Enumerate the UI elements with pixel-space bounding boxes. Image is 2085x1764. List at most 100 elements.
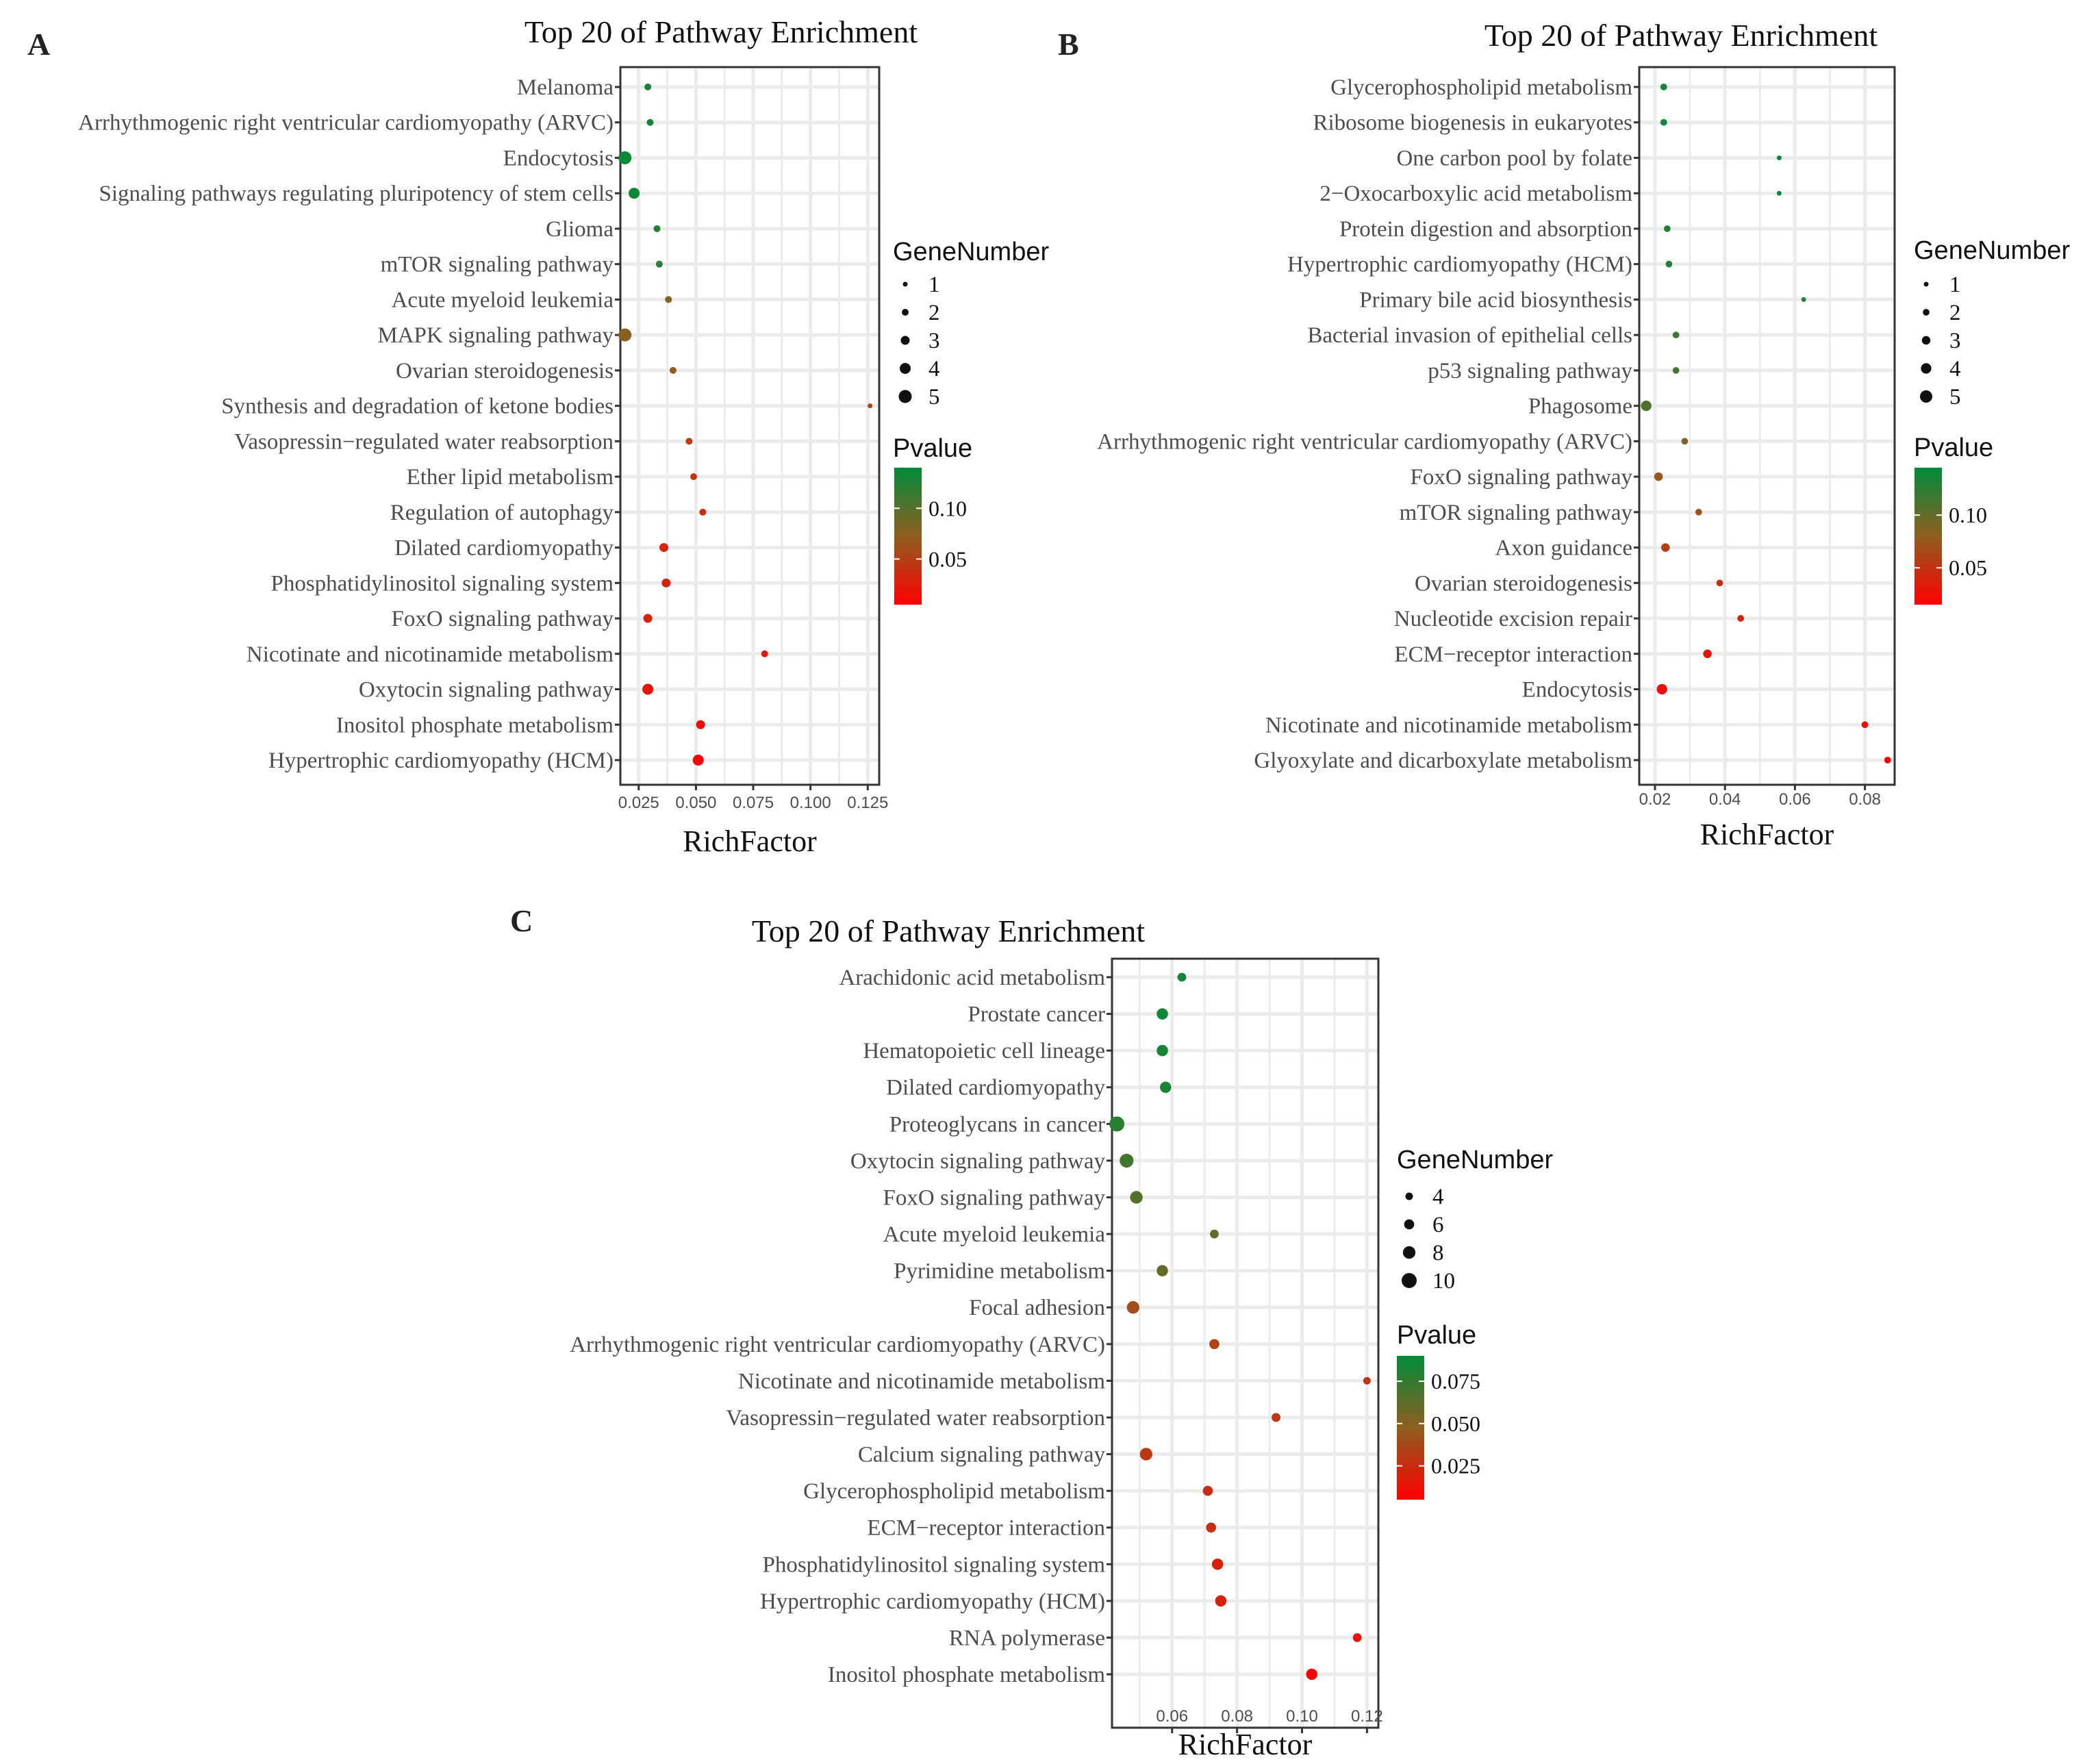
x-tick-label: 0.06 bbox=[1156, 1707, 1188, 1726]
data-point bbox=[1157, 1044, 1168, 1057]
data-point bbox=[699, 508, 707, 516]
y-tick-label: Ether lipid metabolism bbox=[407, 465, 614, 490]
y-tick-label: Ribosome biogenesis in eukaryotes bbox=[1313, 111, 1632, 136]
x-tick-label: 0.025 bbox=[618, 794, 659, 812]
y-tick-label: Prostate cancer bbox=[968, 1003, 1105, 1027]
size-legend-label: 1 bbox=[928, 273, 940, 297]
y-tick-label: Phosphatidylinositol signaling system bbox=[762, 1552, 1105, 1577]
x-tick-label: 0.12 bbox=[1351, 1707, 1383, 1726]
y-tick-label: Oxytocin signaling pathway bbox=[850, 1149, 1106, 1174]
panel-a: A Top 20 of Pathway Enrichment Melanoma Arr… bbox=[27, 14, 1049, 858]
size-legend-key bbox=[1921, 336, 1931, 345]
size-legend-label: 4 bbox=[1432, 1185, 1444, 1209]
data-point bbox=[1681, 438, 1689, 445]
color-legend-label: 0.050 bbox=[1431, 1411, 1480, 1436]
size-legend-label: 6 bbox=[1432, 1213, 1444, 1237]
chart-title: Top 20 of Pathway Enrichment bbox=[752, 914, 1145, 948]
data-point bbox=[696, 720, 705, 729]
y-tick-label: RNA polymerase bbox=[949, 1626, 1105, 1650]
y-tick-label: Arachidonic acid metabolism bbox=[839, 966, 1105, 990]
x-tick-label: 0.06 bbox=[1779, 790, 1811, 809]
data-point bbox=[661, 578, 671, 588]
y-tick-label: One carbon pool by folate bbox=[1396, 146, 1632, 171]
y-tick-label: Pyrimidine metabolism bbox=[894, 1259, 1105, 1284]
y-tick-label: Vasopressin−regulated water reabsorption bbox=[234, 429, 614, 454]
size-legend-key bbox=[900, 336, 910, 345]
y-tick-label: FoxO signaling pathway bbox=[392, 607, 614, 631]
y-tick-label: Glycerophospholipid metabolism bbox=[803, 1479, 1105, 1504]
y-tick-label: Primary bile acid biosynthesis bbox=[1359, 288, 1632, 312]
y-tick-label: Glioma bbox=[546, 217, 614, 242]
data-point bbox=[1661, 543, 1670, 552]
y-tick-label: Arrhythmogenic right ventricular cardiom… bbox=[1097, 429, 1632, 454]
plot-border bbox=[1638, 66, 1896, 786]
color-legend-bar bbox=[1397, 1356, 1424, 1500]
data-point bbox=[1157, 1008, 1168, 1020]
y-tick-label: FoxO signaling pathway bbox=[1411, 465, 1633, 490]
data-point bbox=[1695, 508, 1702, 516]
data-point bbox=[1716, 579, 1723, 587]
size-legend-label: 8 bbox=[1432, 1241, 1444, 1265]
color-legend-bar bbox=[894, 468, 922, 605]
data-point bbox=[1641, 401, 1652, 412]
y-tick-label: ECM−receptor interaction bbox=[1394, 642, 1632, 667]
x-tick-label: 0.04 bbox=[1709, 790, 1741, 809]
data-point bbox=[1210, 1229, 1219, 1239]
data-point bbox=[618, 151, 632, 164]
chart-title: Top 20 of Pathway Enrichment bbox=[525, 14, 918, 49]
color-legend-bar bbox=[1915, 468, 1942, 605]
data-point bbox=[1801, 297, 1806, 302]
size-legend-key bbox=[898, 390, 912, 403]
y-tick-label: Arrhythmogenic right ventricular cardiom… bbox=[570, 1333, 1105, 1357]
data-point bbox=[659, 543, 669, 553]
panel-b: B Top 20 of Pathway Enrichment Glycerophos… bbox=[1058, 18, 2070, 851]
data-point bbox=[646, 118, 654, 126]
x-tick-label: 0.02 bbox=[1639, 790, 1671, 809]
y-tick-label: Vasopressin−regulated water reabsorption bbox=[726, 1406, 1105, 1431]
size-legend-key bbox=[900, 363, 911, 374]
y-tick-label: mTOR signaling pathway bbox=[381, 253, 614, 277]
y-tick-label: Melanoma bbox=[517, 75, 614, 100]
x-tick-label: 0.125 bbox=[847, 794, 888, 812]
data-point bbox=[685, 438, 693, 445]
y-tick-label: Ovarian steroidogenesis bbox=[396, 359, 614, 383]
data-point bbox=[643, 614, 653, 623]
size-legend-key bbox=[902, 309, 909, 316]
plot-area bbox=[620, 67, 879, 785]
size-legend-key bbox=[902, 281, 908, 287]
color-legend-title: Pvalue bbox=[1914, 433, 1993, 462]
data-point bbox=[1703, 649, 1712, 659]
data-point bbox=[1672, 367, 1680, 374]
y-tick-label: Nicotinate and nicotinamide metabolism bbox=[247, 642, 614, 667]
size-legend-key bbox=[1404, 1219, 1415, 1230]
data-point bbox=[868, 403, 873, 409]
y-tick-label: Hypertrophic cardiomyopathy (HCM) bbox=[268, 748, 614, 773]
y-tick-label: Signaling pathways regulating pluripoten… bbox=[99, 181, 614, 206]
size-legend-key bbox=[1920, 390, 1932, 403]
y-tick-label: Acute myeloid leukemia bbox=[392, 288, 614, 312]
data-point bbox=[1654, 472, 1663, 481]
color-legend-label: 0.10 bbox=[1949, 503, 1987, 527]
y-tick-label: Dilated cardiomyopathy bbox=[886, 1076, 1105, 1100]
x-axis-label: RichFactor bbox=[1178, 1728, 1313, 1761]
y-tick-label: Endocytosis bbox=[1522, 678, 1632, 703]
y-tick-label: Nucleotide excision repair bbox=[1394, 607, 1632, 631]
y-tick-label: Calcium signaling pathway bbox=[858, 1443, 1106, 1467]
data-point bbox=[1352, 1633, 1362, 1642]
data-point bbox=[669, 366, 677, 374]
data-point bbox=[1157, 1265, 1168, 1276]
size-legend-key bbox=[1402, 1273, 1417, 1288]
size-legend-title: GeneNumber bbox=[893, 238, 1049, 266]
data-point bbox=[1306, 1668, 1317, 1680]
size-legend-label: 4 bbox=[928, 357, 940, 381]
data-point bbox=[1120, 1153, 1134, 1168]
x-tick-label: 0.08 bbox=[1849, 790, 1881, 809]
data-point bbox=[1109, 1116, 1125, 1132]
data-point bbox=[1215, 1595, 1227, 1607]
x-axis-label: RichFactor bbox=[683, 824, 817, 858]
x-tick-label: 0.100 bbox=[790, 794, 831, 812]
data-point bbox=[1211, 1559, 1224, 1570]
y-tick-label: Focal adhesion bbox=[969, 1296, 1105, 1320]
y-tick-label: Dilated cardiomyopathy bbox=[394, 536, 614, 561]
